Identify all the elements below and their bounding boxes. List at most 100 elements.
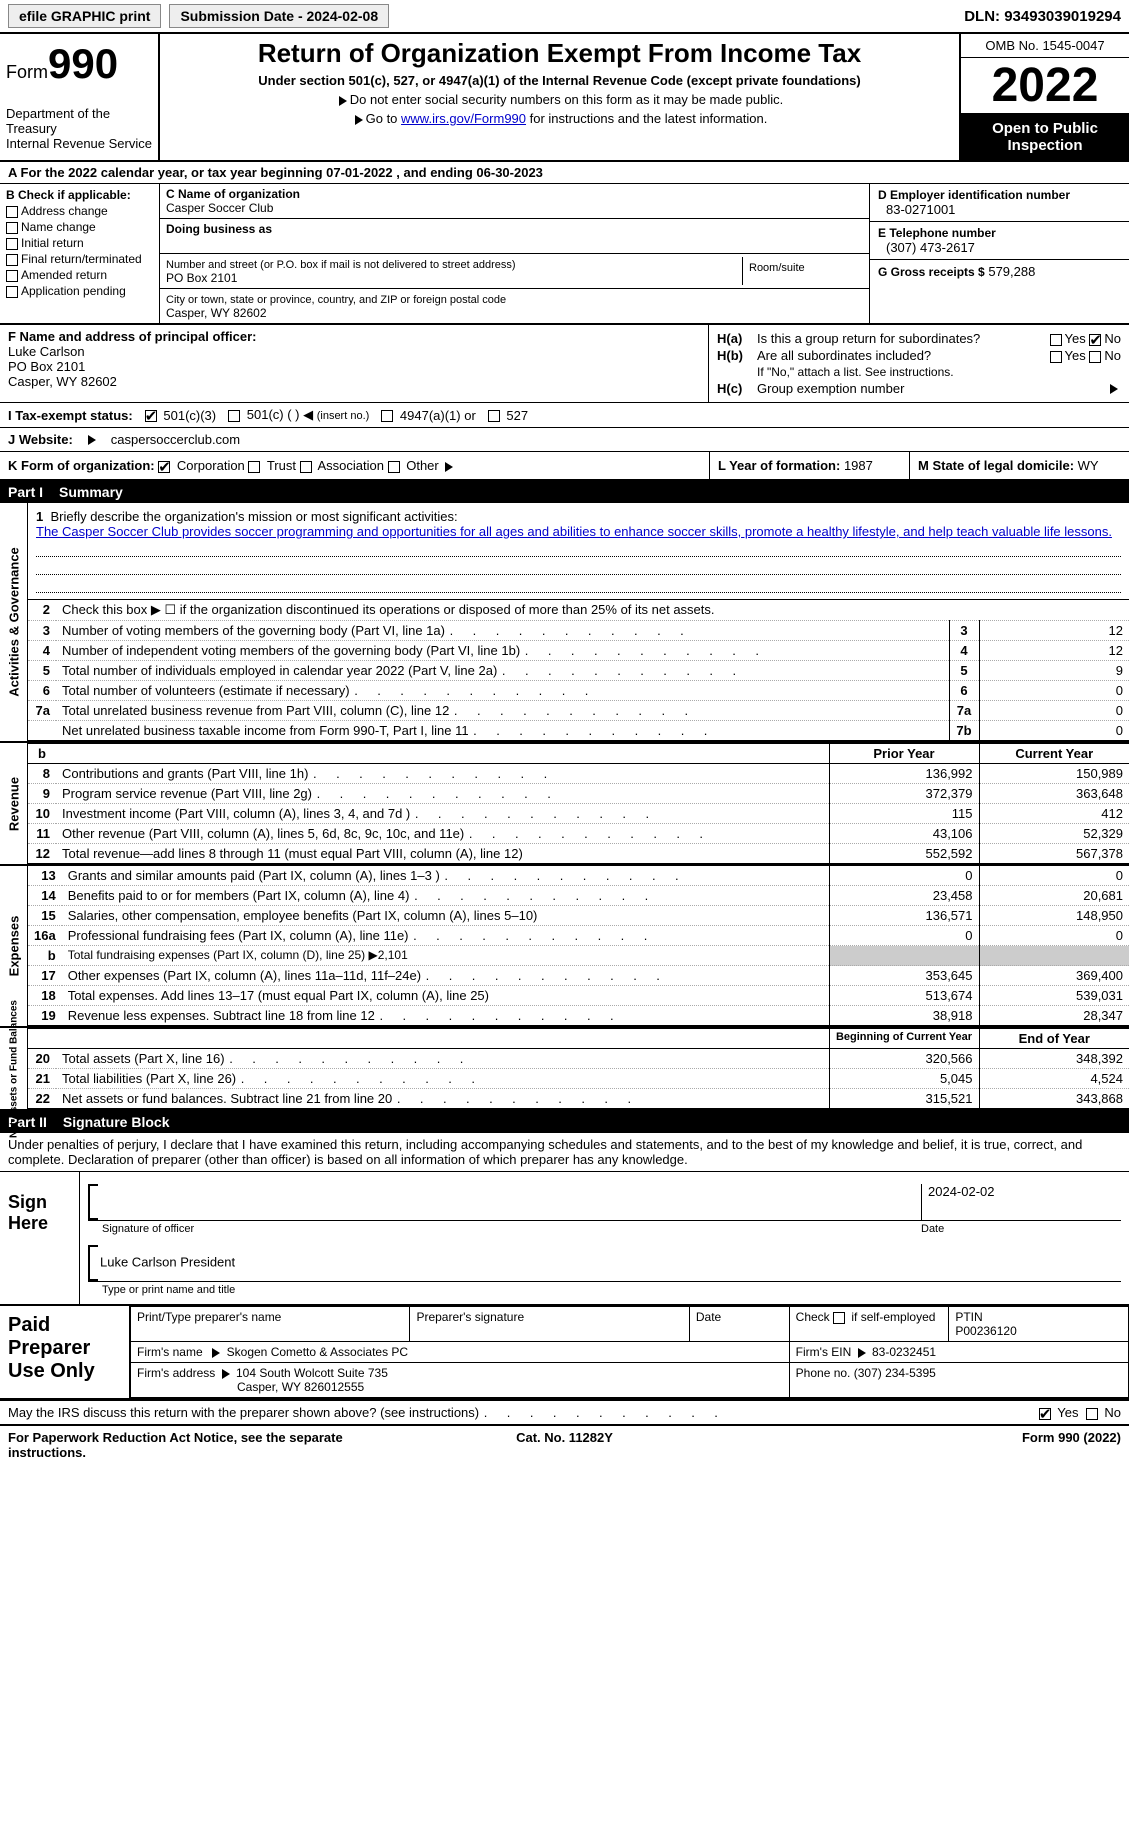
submission-date-button[interactable]: Submission Date - 2024-02-08 xyxy=(169,4,389,28)
line-18-cy: 539,031 xyxy=(979,986,1129,1006)
gross-cell: G Gross receipts $ 579,288 xyxy=(870,260,1129,283)
chk-4947[interactable] xyxy=(381,410,393,422)
officer-label: F Name and address of principal officer: xyxy=(8,329,257,344)
preparer-table: Print/Type preparer's name Preparer's si… xyxy=(130,1306,1129,1398)
line-13-py: 0 xyxy=(829,866,979,886)
expenses-table: 13Grants and similar amounts paid (Part … xyxy=(28,866,1129,1026)
line-8-py: 136,992 xyxy=(829,764,979,784)
revenue-table: bPrior YearCurrent Year 8Contributions a… xyxy=(28,743,1129,864)
gross-label: G Gross receipts $ xyxy=(878,265,985,279)
ha-yes-chk[interactable] xyxy=(1050,334,1062,346)
line-20-cy: 348,392 xyxy=(979,1049,1129,1069)
chk-application-pending[interactable]: Application pending xyxy=(6,284,153,298)
line-4-desc: Number of independent voting members of … xyxy=(56,641,949,661)
hb-no-chk[interactable] xyxy=(1089,351,1101,363)
chk-initial-return[interactable]: Initial return xyxy=(6,236,153,250)
firm-name-value: Skogen Cometto & Associates PC xyxy=(227,1345,408,1359)
line-7a-desc: Total unrelated business revenue from Pa… xyxy=(56,701,949,721)
governance-table: 2Check this box ▶ ☐ if the organization … xyxy=(28,600,1129,741)
firm-addr1-value: 104 South Wolcott Suite 735 xyxy=(236,1366,388,1380)
line-9-desc: Program service revenue (Part VIII, line… xyxy=(56,784,829,804)
form-990-number: 990 xyxy=(48,40,118,87)
part-2-title: Signature Block xyxy=(63,1114,170,1130)
room-label: Room/suite xyxy=(749,262,805,274)
firm-name-label: Firm's name xyxy=(137,1345,203,1359)
col-d-ids: D Employer identification number 83-0271… xyxy=(869,184,1129,323)
discuss-row: May the IRS discuss this return with the… xyxy=(0,1400,1129,1424)
line-16a-py: 0 xyxy=(829,926,979,946)
col-b-checkboxes: B Check if applicable: Address change Na… xyxy=(0,184,160,323)
part-2-header: Part II Signature Block xyxy=(0,1111,1129,1133)
mission-text[interactable]: The Casper Soccer Club provides soccer p… xyxy=(36,524,1112,539)
chk-name-change[interactable]: Name change xyxy=(6,220,153,234)
line-4-val: 12 xyxy=(979,641,1129,661)
dept-label: Department of the Treasury Internal Reve… xyxy=(6,106,152,151)
address-cell: Number and street (or P.O. box if mail i… xyxy=(160,254,869,289)
section-net-assets: Net Assets or Fund Balances Beginning of… xyxy=(0,1028,1129,1111)
chk-corporation[interactable] xyxy=(158,461,170,473)
sig-name-value: Luke Carlson President xyxy=(100,1254,235,1269)
vlabel-revenue: Revenue xyxy=(0,743,28,864)
org-name-label: C Name of organization xyxy=(166,187,300,201)
line-12-cy: 567,378 xyxy=(979,844,1129,864)
paid-preparer-row: Paid Preparer Use Only Print/Type prepar… xyxy=(0,1306,1129,1400)
hdr-begin-year: Beginning of Current Year xyxy=(829,1029,979,1049)
officer-addr1: PO Box 2101 xyxy=(8,359,85,374)
ha-no-chk[interactable] xyxy=(1089,334,1101,346)
top-bar: efile GRAPHIC print Submission Date - 20… xyxy=(0,0,1129,34)
hb-label: H(b) xyxy=(717,348,757,363)
arrow-icon xyxy=(88,435,96,445)
line-21-desc: Total liabilities (Part X, line 26) xyxy=(56,1069,829,1089)
discuss-yes-chk[interactable] xyxy=(1039,1408,1051,1420)
chk-self-employed[interactable] xyxy=(833,1312,845,1324)
line-19-desc: Revenue less expenses. Subtract line 18 … xyxy=(62,1006,829,1026)
paid-preparer-label: Paid Preparer Use Only xyxy=(0,1306,130,1398)
chk-other[interactable] xyxy=(388,461,400,473)
line-3-desc: Number of voting members of the governin… xyxy=(56,621,949,641)
prep-name-hdr: Print/Type preparer's name xyxy=(137,1310,281,1324)
line-9-py: 372,379 xyxy=(829,784,979,804)
part-1-title: Summary xyxy=(59,484,123,500)
line-7b-val: 0 xyxy=(979,721,1129,741)
firm-ein-value: 83-0232451 xyxy=(872,1345,936,1359)
chk-amended-return[interactable]: Amended return xyxy=(6,268,153,282)
col-l-year: L Year of formation: 1987 xyxy=(709,452,909,479)
efile-button[interactable]: efile GRAPHIC print xyxy=(8,4,161,28)
chk-association[interactable] xyxy=(300,461,312,473)
mission-num: 1 xyxy=(36,509,43,524)
mission-label: Briefly describe the organization's miss… xyxy=(50,509,457,524)
line-10-py: 115 xyxy=(829,804,979,824)
line-13-desc: Grants and similar amounts paid (Part IX… xyxy=(62,866,829,886)
line-8-desc: Contributions and grants (Part VIII, lin… xyxy=(56,764,829,784)
ein-value: 83-0271001 xyxy=(878,202,1121,217)
firm-phone-value: (307) 234-5395 xyxy=(854,1366,936,1380)
dba-label: Doing business as xyxy=(166,222,272,236)
sig-name-caption: Type or print name and title xyxy=(88,1284,1121,1296)
line-17-cy: 369,400 xyxy=(979,966,1129,986)
chk-527[interactable] xyxy=(488,410,500,422)
hc-label: H(c) xyxy=(717,381,757,396)
irs-link[interactable]: www.irs.gov/Form990 xyxy=(401,111,526,126)
prep-sig-hdr: Preparer's signature xyxy=(416,1310,524,1324)
hb-yes-chk[interactable] xyxy=(1050,351,1062,363)
line-10-desc: Investment income (Part VIII, column (A)… xyxy=(56,804,829,824)
chk-501c3[interactable] xyxy=(145,410,157,422)
line-19-cy: 28,347 xyxy=(979,1006,1129,1026)
chk-trust[interactable] xyxy=(248,461,260,473)
line-7a-val: 0 xyxy=(979,701,1129,721)
firm-addr-label: Firm's address xyxy=(137,1366,215,1380)
form-number: Form990 xyxy=(6,40,152,88)
gross-value: 579,288 xyxy=(988,264,1035,279)
part-1-header: Part I Summary xyxy=(0,481,1129,503)
ein-label: D Employer identification number xyxy=(878,188,1121,202)
header-center: Return of Organization Exempt From Incom… xyxy=(160,34,959,160)
chk-address-change[interactable]: Address change xyxy=(6,204,153,218)
chk-final-return[interactable]: Final return/terminated xyxy=(6,252,153,266)
discuss-no-chk[interactable] xyxy=(1086,1408,1098,1420)
line-21-cy: 4,524 xyxy=(979,1069,1129,1089)
form-footer-label: Form 990 (2022) xyxy=(750,1430,1121,1460)
line-2-desc: Check this box ▶ ☐ if the organization d… xyxy=(56,600,1129,621)
chk-501c[interactable] xyxy=(228,410,240,422)
arrow-icon xyxy=(212,1348,220,1358)
tel-value: (307) 473-2617 xyxy=(878,240,1121,255)
